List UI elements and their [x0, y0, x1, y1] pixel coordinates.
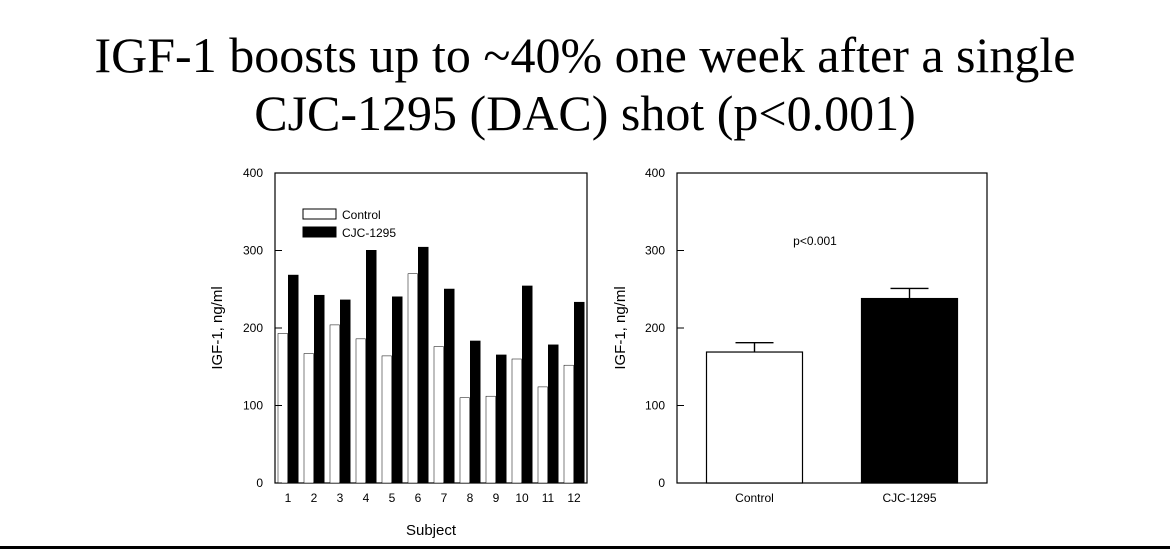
bar-subject-4-control	[355, 338, 366, 484]
x-tick-label: 4	[363, 491, 370, 505]
x-tick-label: 12	[567, 491, 581, 505]
p-value-annotation: p<0.001	[793, 234, 837, 248]
bar-subject-4-cjc-1295	[366, 250, 377, 484]
legend-label-cjc: CJC-1295	[342, 226, 396, 240]
y-tick-label: 200	[243, 321, 263, 335]
legend: Control CJC-1295	[302, 208, 396, 240]
bar-subject-8-control	[459, 397, 470, 484]
y-tick-label: 400	[243, 166, 263, 180]
y-axis-label: IGF-1, ng/ml	[612, 286, 629, 369]
bar-subject-2-cjc-1295	[314, 294, 325, 484]
legend-swatch-cjc	[302, 226, 337, 238]
bar-subject-9-control	[485, 395, 496, 484]
bar-subject-1-cjc-1295	[288, 274, 299, 484]
y-tick-label: 400	[645, 166, 665, 180]
x-tick-label: 7	[441, 491, 448, 505]
bar-subject-3-cjc-1295	[340, 299, 351, 484]
error-bar-cjc-1295	[890, 287, 929, 299]
bar-subject-12-control	[563, 364, 574, 484]
bar-subject-9-cjc-1295	[496, 354, 507, 484]
slide-title: IGF-1 boosts up to ~40% one week after a…	[0, 26, 1170, 142]
y-tick-label: 300	[645, 244, 665, 258]
x-tick-label: Control	[735, 491, 774, 505]
x-tick-label: 11	[542, 491, 555, 505]
bar-subject-5-control	[381, 355, 392, 484]
x-tick-label: 9	[493, 491, 500, 505]
legend-label-control: Control	[342, 208, 381, 222]
bar-subject-6-cjc-1295	[418, 246, 429, 484]
x-tick-label: 1	[285, 491, 292, 505]
bottom-rule	[0, 546, 1170, 549]
x-axis-label: Subject	[406, 522, 457, 539]
y-tick-label: 300	[243, 244, 263, 258]
bar-subject-1-control	[277, 333, 288, 484]
bar-subject-5-cjc-1295	[392, 296, 403, 484]
x-tick-label: 3	[337, 491, 344, 505]
x-tick-label: 5	[389, 491, 396, 505]
x-tick-label: 10	[515, 491, 529, 505]
bar-subject-11-control	[537, 386, 548, 484]
bar-subject-7-cjc-1295	[444, 288, 455, 484]
bar-control	[705, 351, 804, 484]
error-bar-control	[735, 342, 774, 353]
slide-title-line-1: IGF-1 boosts up to ~40% one week after a…	[94, 27, 1076, 83]
bar-subject-2-control	[303, 353, 314, 484]
y-tick-label: 100	[645, 399, 665, 413]
bar-subject-8-cjc-1295	[470, 340, 481, 484]
bar-subject-3-control	[329, 324, 340, 484]
bar-subject-10-cjc-1295	[522, 285, 533, 484]
y-tick-label: 100	[243, 399, 263, 413]
bar-subject-6-control	[407, 273, 418, 484]
y-tick-label: 200	[645, 321, 665, 335]
bar-subject-11-cjc-1295	[548, 344, 559, 484]
legend-swatch-control	[302, 208, 337, 220]
y-tick-label: 0	[658, 476, 665, 490]
y-axis-label: IGF-1, ng/ml	[209, 286, 226, 369]
bar-subject-12-cjc-1295	[574, 301, 585, 484]
bar-subject-10-control	[511, 358, 522, 484]
x-tick-label: 8	[467, 491, 474, 505]
x-tick-label: 6	[415, 491, 422, 505]
x-tick-label: CJC-1295	[882, 491, 936, 505]
slide-title-line-2: CJC-1295 (DAC) shot (p<0.001)	[254, 85, 916, 141]
y-tick-label: 0	[256, 476, 263, 490]
bar-subject-7-control	[433, 346, 444, 484]
bar-cjc-1295	[860, 297, 959, 484]
x-tick-label: 2	[311, 491, 318, 505]
